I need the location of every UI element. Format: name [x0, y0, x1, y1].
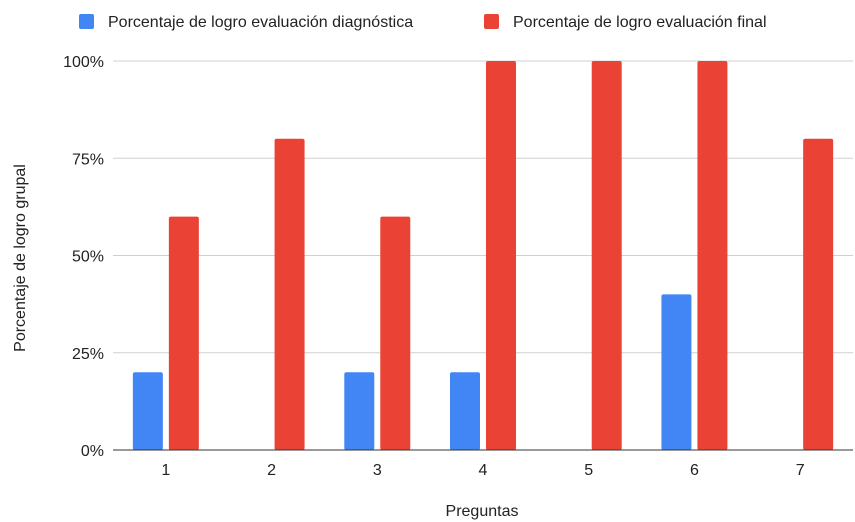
y-axis-title: Porcentaje de logro grupal: [12, 164, 29, 352]
bar-diagnostica-6: [661, 294, 692, 450]
y-tick-label: 0%: [81, 443, 104, 460]
gridlines: [113, 60, 853, 354]
bar-final-5: [591, 61, 622, 450]
x-tick-label: 7: [796, 462, 805, 479]
bar-final-6: [697, 61, 728, 450]
legend-swatch-diagnostica: [79, 14, 94, 29]
legend-swatch-final: [484, 14, 499, 29]
legend-label-final: Porcentaje de logro evaluación final: [513, 14, 767, 31]
legend: Porcentaje de logro evaluación diagnósti…: [79, 14, 767, 31]
x-tick-label: 5: [584, 462, 593, 479]
bar-diagnostica-1: [132, 372, 163, 450]
bar-final-1: [168, 216, 199, 450]
x-axis-title: Preguntas: [446, 503, 519, 520]
x-tick-label: 4: [479, 462, 488, 479]
legend-label-diagnostica: Porcentaje de logro evaluación diagnósti…: [108, 14, 413, 31]
bar-diagnostica-4: [450, 372, 480, 450]
y-tick-label: 75%: [72, 151, 104, 168]
bars: [132, 61, 834, 451]
bar-diagnostica-3: [344, 372, 375, 450]
bar-final-2: [274, 138, 305, 451]
x-axis-ticks: 1 2 3 4 5 6 7: [161, 462, 804, 479]
y-tick-label: 100%: [63, 54, 104, 71]
bar-final-3: [380, 216, 411, 450]
bar-final-7: [803, 138, 834, 451]
bar-final-4: [486, 61, 516, 450]
y-tick-label: 25%: [72, 346, 104, 363]
x-tick-label: 1: [161, 462, 170, 479]
x-tick-label: 2: [267, 462, 276, 479]
y-axis-ticks: 0% 25% 50% 75% 100%: [63, 54, 104, 460]
y-tick-label: 50%: [72, 249, 104, 266]
x-tick-label: 6: [690, 462, 699, 479]
x-tick-label: 3: [373, 462, 382, 479]
